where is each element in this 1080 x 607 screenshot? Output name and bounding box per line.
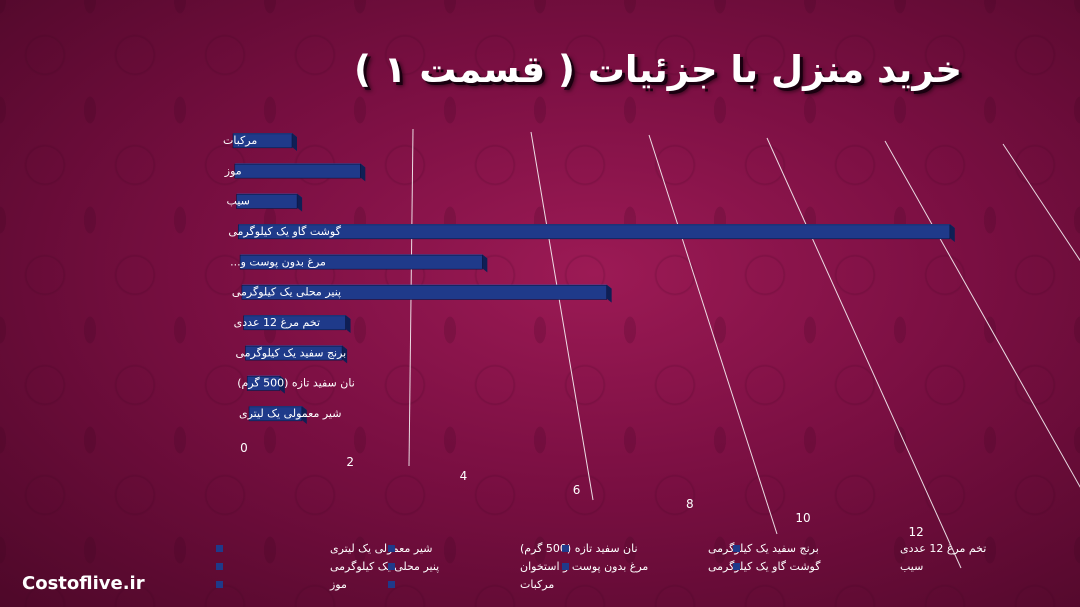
gridline <box>1002 143 1080 262</box>
category-label: شیر معمولی یک لیتری <box>239 407 341 420</box>
gridline <box>530 131 594 501</box>
bar <box>243 315 346 331</box>
legend-label: شیر معمولی یک لیتری <box>330 542 432 555</box>
bar <box>241 285 607 300</box>
x-tick-label: 0 <box>240 441 248 455</box>
category-label: مرغ بدون پوست و... <box>230 255 326 268</box>
gridline <box>648 134 778 535</box>
legend-swatch <box>388 563 395 570</box>
legend-label: مرکبات <box>520 578 554 591</box>
legend-swatch <box>733 545 740 552</box>
category-label: برنج سفید یک کیلوگرمی <box>235 346 346 359</box>
legend-swatch <box>733 563 740 570</box>
bar-end <box>482 254 488 273</box>
category-label: پنیر محلی یک کیلوگرمی <box>232 286 341 299</box>
category-label: موز <box>224 164 242 177</box>
legend-swatch <box>216 545 223 552</box>
bar <box>239 254 483 270</box>
x-tick-label: 8 <box>686 497 694 511</box>
bar-end <box>342 345 348 364</box>
category-label: گوشت گاو یک کیلوگرمی <box>228 225 341 238</box>
x-tick-label: 12 <box>909 525 924 539</box>
bar <box>245 345 343 361</box>
bar-end <box>279 375 285 394</box>
legend-label: تخم مرغ 12 عددی <box>900 542 986 555</box>
legend-swatch <box>388 581 395 588</box>
bar-end <box>949 224 955 242</box>
bar-end <box>606 284 612 303</box>
x-tick-label: 2 <box>346 455 354 469</box>
legend-label: برنج سفید یک کیلوگرمی <box>708 542 819 555</box>
legend-swatch <box>216 581 223 588</box>
legend-label: نان سفید تازه (500 گرم) <box>520 542 638 555</box>
legend-label: سیب <box>900 560 923 573</box>
category-label: نان سفید تازه (500 گرم) <box>237 377 355 390</box>
bar <box>232 133 293 149</box>
category-label: تخم مرغ 12 عددی <box>234 316 320 329</box>
bar <box>248 406 303 422</box>
legend-swatch <box>388 545 395 552</box>
x-tick-label: 4 <box>460 469 468 483</box>
bar <box>234 163 361 179</box>
legend-swatch <box>562 563 569 570</box>
gridline <box>766 137 962 569</box>
legend-label: مرغ بدون پوست و استخوان <box>520 560 648 573</box>
brand-watermark: Costoflive.ir <box>22 573 145 594</box>
bar-end <box>301 406 307 424</box>
bar <box>236 194 298 209</box>
bar-end <box>292 133 297 151</box>
bar-end <box>360 163 366 182</box>
bar <box>246 376 281 391</box>
legend-swatch <box>562 545 569 552</box>
bar <box>238 224 951 240</box>
x-tick-label: 6 <box>573 483 581 497</box>
bar-end <box>345 315 351 333</box>
gridline <box>884 140 1080 488</box>
legend-label: پنیر محلی یک کیلوگرمی <box>330 560 439 573</box>
category-label: سیب <box>227 195 250 208</box>
legend-swatch <box>216 563 223 570</box>
bar-end <box>297 193 303 212</box>
legend-label: موز <box>329 578 347 591</box>
x-tick-label: 10 <box>795 511 810 525</box>
category-label: مرکبات <box>223 134 257 147</box>
page-title: خرید منزل با جزئیات ( قسمت ۱ ) <box>353 48 962 91</box>
legend-label: گوشت گاو یک کیلوگرمی <box>708 560 821 573</box>
